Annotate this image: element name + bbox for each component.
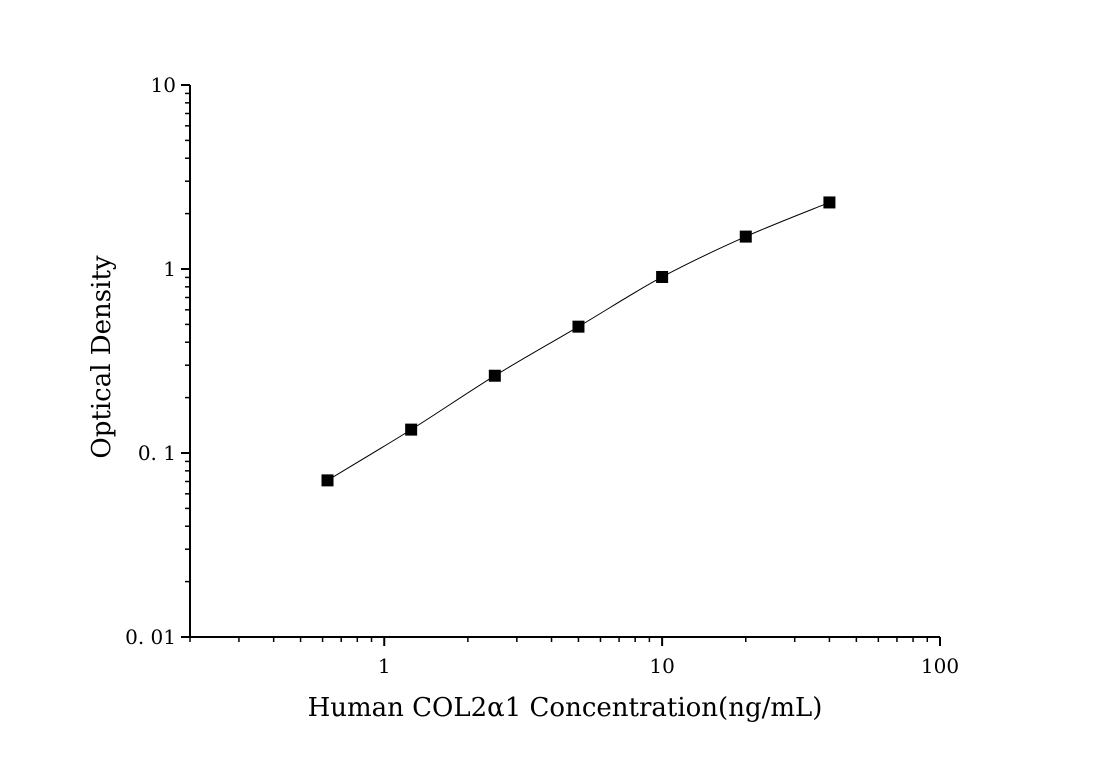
y-tick-label: 0. 1 xyxy=(138,441,176,465)
data-point-marker xyxy=(405,423,418,436)
data-point-marker xyxy=(739,230,752,243)
x-axis-title: Human COL2α1 Concentration(ng/mL) xyxy=(308,693,823,723)
data-points xyxy=(321,196,836,487)
x-tick-label: 1 xyxy=(378,654,391,678)
data-point-marker xyxy=(572,320,585,333)
x-tick-label: 100 xyxy=(921,654,959,678)
axes xyxy=(189,85,940,638)
data-point-marker xyxy=(321,474,334,487)
data-point-marker xyxy=(656,270,669,283)
tick-marks xyxy=(181,84,941,646)
y-tick-label: 10 xyxy=(151,73,176,97)
y-tick-label: 0. 01 xyxy=(125,625,176,649)
fit-curve-line xyxy=(327,201,830,481)
y-tick-label: 1 xyxy=(163,257,176,281)
data-point-marker xyxy=(488,369,501,382)
x-tick-label: 10 xyxy=(649,654,674,678)
tick-labels: 1 10 100 0. 01 0. 1 1 10 xyxy=(125,73,959,678)
y-axis-title: Optical Density xyxy=(87,255,117,458)
data-point-marker xyxy=(823,196,836,209)
